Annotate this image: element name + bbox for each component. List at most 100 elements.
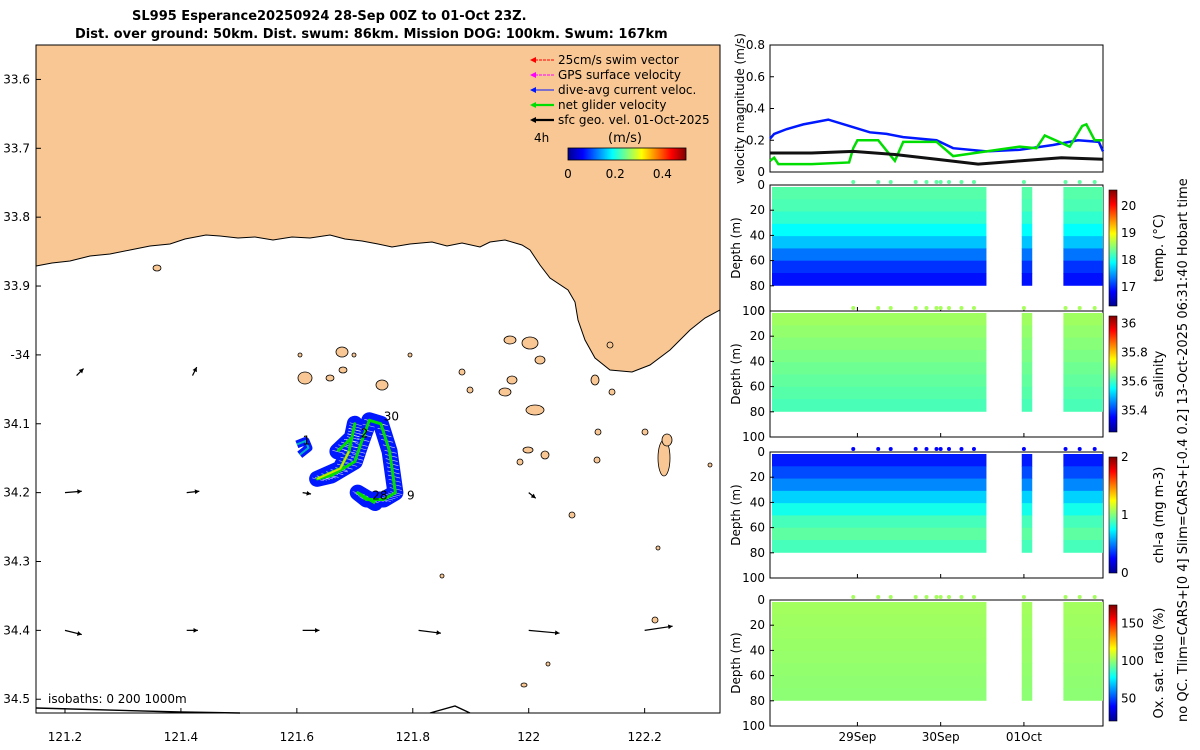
map-x-tick-label: 121.6 bbox=[280, 730, 314, 744]
map-x-tick-label: 122.2 bbox=[627, 730, 661, 744]
section-y-tick-label: 20 bbox=[750, 618, 765, 632]
section-data-band bbox=[1021, 626, 1033, 640]
island bbox=[651, 616, 659, 624]
section-data-band bbox=[1021, 663, 1033, 677]
section-data-band bbox=[1021, 651, 1033, 664]
section-data-band bbox=[1063, 386, 1103, 400]
colorbar-tick-label: 2 bbox=[1121, 450, 1129, 464]
geo-velocity-arrowhead bbox=[193, 627, 198, 633]
surface-value-dot bbox=[913, 595, 918, 599]
section-data-band bbox=[1063, 602, 1103, 615]
section-data-band bbox=[772, 626, 987, 640]
surface-value-dot bbox=[851, 595, 856, 599]
island bbox=[522, 446, 534, 454]
surface-value-dot bbox=[924, 180, 929, 184]
section-data-band bbox=[772, 503, 987, 516]
section-colorbar bbox=[1108, 315, 1118, 433]
map-y-tick-label: 34.2 bbox=[3, 486, 30, 500]
track-day-label: 28 bbox=[372, 489, 387, 503]
section-data-band bbox=[772, 478, 987, 492]
island bbox=[335, 346, 349, 358]
section-data-band bbox=[1063, 187, 1103, 200]
surface-value-dot bbox=[876, 306, 881, 310]
track-day-label: 9 bbox=[407, 489, 415, 503]
isobath-note: isobaths: 0 200 1000m bbox=[48, 692, 187, 706]
island bbox=[568, 511, 576, 519]
island bbox=[661, 433, 673, 447]
section-data-band bbox=[1063, 539, 1103, 553]
section-data-band bbox=[772, 187, 987, 200]
section-data-band bbox=[772, 638, 987, 652]
net-glider-velocity-track bbox=[315, 418, 397, 505]
island bbox=[351, 352, 357, 358]
map-y-tick-label: 33.9 bbox=[3, 279, 30, 293]
section-data-band bbox=[1021, 199, 1033, 213]
surface-value-dot bbox=[1077, 595, 1082, 599]
colorbar-tick-label: 150 bbox=[1121, 617, 1144, 631]
surface-value-dot bbox=[934, 306, 939, 310]
section-data-band bbox=[1063, 663, 1103, 677]
track-day-label: 2 bbox=[361, 427, 369, 441]
colorbar-tick-label: 1 bbox=[1121, 508, 1129, 522]
section-data-band bbox=[772, 199, 987, 213]
legend-arrowhead bbox=[530, 117, 536, 123]
surface-value-dot bbox=[1021, 595, 1026, 599]
section-data-band bbox=[1063, 466, 1103, 480]
island bbox=[594, 428, 602, 436]
surface-value-dot bbox=[1092, 447, 1097, 451]
section-colorbar-label: temp. (°C) bbox=[1152, 214, 1167, 282]
section-data-band bbox=[772, 272, 987, 286]
track-segment-yellow bbox=[316, 450, 350, 480]
section-colorbar bbox=[1108, 189, 1118, 307]
section-y-tick-label: 80 bbox=[750, 405, 765, 419]
colorbar-tick-label: 0 bbox=[1121, 566, 1129, 580]
section-data-band bbox=[772, 260, 987, 274]
section-data-band bbox=[1021, 248, 1033, 262]
colorbar-tick-label: 0.2 bbox=[606, 167, 625, 181]
geo-velocity-arrowhead bbox=[194, 489, 200, 495]
section-data-band bbox=[1063, 325, 1103, 339]
colorbar-tick-label: 35.6 bbox=[1121, 374, 1148, 388]
section-data-band bbox=[1021, 272, 1033, 286]
surface-value-dot bbox=[934, 180, 939, 184]
surface-value-dot bbox=[1063, 180, 1068, 184]
island bbox=[458, 368, 466, 376]
section-data-band bbox=[772, 248, 987, 262]
section-data-band bbox=[772, 539, 987, 553]
section-y-tick-label: 60 bbox=[750, 669, 765, 683]
island bbox=[707, 462, 713, 468]
legend-arrowhead bbox=[530, 72, 536, 78]
island bbox=[407, 352, 413, 358]
colorbar-tick-label: 0 bbox=[564, 167, 572, 181]
section-data-band bbox=[772, 527, 987, 541]
surface-value-dot bbox=[934, 595, 939, 599]
surface-value-dot bbox=[946, 595, 951, 599]
section-ylabel: Depth (m) bbox=[729, 632, 743, 693]
section-data-band bbox=[1063, 503, 1103, 516]
section-y-tick-label: 60 bbox=[750, 521, 765, 535]
island bbox=[590, 374, 600, 386]
section-data-band bbox=[772, 236, 987, 249]
surface-value-dot bbox=[888, 595, 893, 599]
section-data-band bbox=[772, 454, 987, 467]
section-x-tick-label: 01Oct bbox=[1006, 730, 1042, 744]
section-data-band bbox=[1063, 349, 1103, 363]
island bbox=[545, 661, 551, 667]
section-data-band bbox=[1063, 248, 1103, 262]
section-x-tick-label: 29Sep bbox=[838, 730, 876, 744]
section-x-tick-label: 30Sep bbox=[922, 730, 960, 744]
section-data-band bbox=[1063, 675, 1103, 689]
section-y-tick-label: 20 bbox=[750, 470, 765, 484]
section-y-tick-label: 80 bbox=[750, 279, 765, 293]
map-x-tick-label: 121.2 bbox=[48, 730, 82, 744]
section-data-band bbox=[1063, 687, 1103, 701]
colorbar-tick-label: 35.4 bbox=[1121, 403, 1148, 417]
colorbar-label: (m/s) bbox=[608, 131, 642, 146]
surface-value-dot bbox=[959, 180, 964, 184]
surface-value-dot bbox=[1021, 306, 1026, 310]
section-data-band bbox=[1021, 675, 1033, 689]
velocity-y-tick-label: 0.4 bbox=[746, 102, 765, 116]
section-y-tick-label: 60 bbox=[750, 380, 765, 394]
section-data-band bbox=[1063, 638, 1103, 652]
section-data-band bbox=[772, 349, 987, 363]
